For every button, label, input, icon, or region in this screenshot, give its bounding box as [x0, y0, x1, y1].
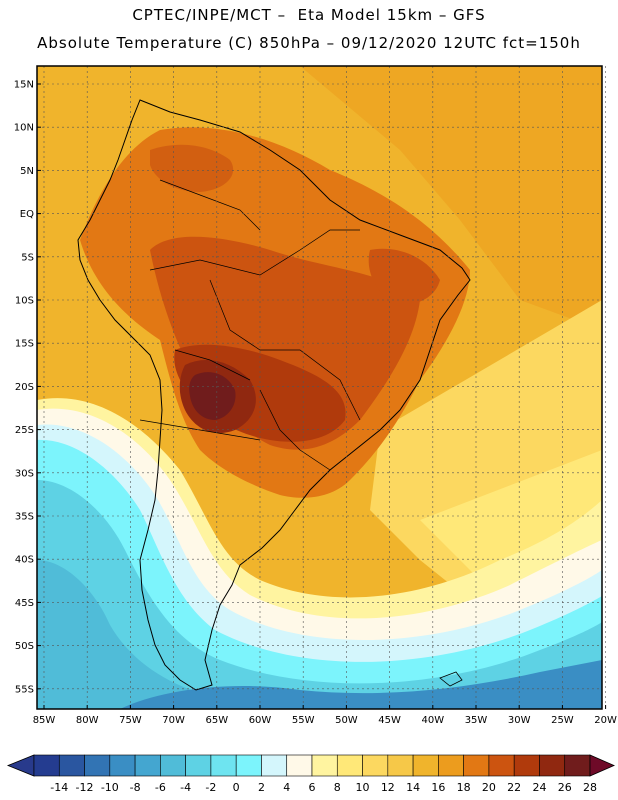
legend-swatch	[362, 754, 389, 777]
lon-label: 40W	[421, 715, 444, 726]
lat-label: 5S	[21, 252, 34, 263]
lon-label: 65W	[205, 715, 228, 726]
legend-tick-label: -4	[180, 781, 191, 794]
legend-tick-label: 16	[431, 781, 445, 794]
lat-label: EQ	[20, 209, 34, 220]
legend-tick-label: -6	[155, 781, 166, 794]
latitude-labels: 15N 10N 5N EQ 5S 10S 15S 20S 25S 30S 35S 40S 45S 50S 5…	[14, 80, 34, 696]
legend-swatch	[463, 754, 490, 777]
plot-frame	[36, 65, 603, 710]
coastline-south-america	[77, 99, 471, 691]
lon-label: 35W	[465, 715, 488, 726]
lon-label: 20W	[594, 715, 617, 726]
lon-label: 80W	[76, 715, 99, 726]
pacific-band	[37, 66, 100, 380]
lon-label: 70W	[162, 715, 185, 726]
lon-label: 45W	[378, 715, 401, 726]
legend-swatch	[235, 754, 262, 777]
legend-tick-label: -14	[50, 781, 68, 794]
lon-label: 75W	[119, 715, 142, 726]
cold-band-2	[37, 480, 602, 709]
legend-swatch	[58, 754, 85, 777]
legend-tick-label: -12	[76, 781, 94, 794]
color-legend-labels: -14 -12 -10 -8 -6 -4 -2 0 2 4 6 8 10 12 14 16 18 20 22 24 26…	[50, 781, 597, 794]
legend-swatch	[33, 754, 60, 777]
legend-tick-label: 20	[482, 781, 496, 794]
legend-swatch	[261, 754, 288, 777]
map-subtitle: Absolute Temperature (C) 850hPa – 09/12/…	[37, 34, 581, 52]
lat-label: 15S	[15, 339, 34, 350]
legend-swatch	[134, 754, 161, 777]
lat-label: 45S	[15, 598, 34, 609]
lat-label: 10N	[14, 123, 34, 134]
legend-tick-label: 6	[309, 781, 316, 794]
legend-swatch	[412, 754, 439, 777]
legend-tick-label: 2	[258, 781, 265, 794]
north-hot-spot	[150, 144, 234, 192]
legend-tick-label: 10	[356, 781, 370, 794]
legend-swatch	[438, 754, 464, 777]
lat-label: 25S	[15, 425, 34, 436]
northeast-hot-spot	[368, 248, 440, 304]
legend-swatch	[387, 754, 414, 777]
legend-tick-label: 18	[457, 781, 471, 794]
legend-swatch	[160, 754, 186, 777]
legend-swatch	[185, 754, 212, 777]
lat-label: 20S	[15, 382, 34, 393]
legend-swatch	[84, 754, 111, 777]
tropical-atlantic-band	[300, 66, 602, 330]
legend-tick-label: -8	[130, 781, 141, 794]
cold-band-4	[120, 660, 602, 709]
lat-label: 30S	[15, 468, 34, 479]
legend-under-arrow	[6, 754, 35, 777]
map-title: CPTEC/INPE/MCT – Eta Model 15km – GFS	[132, 6, 486, 24]
legend-tick-label: 28	[583, 781, 597, 794]
chaco-max	[189, 372, 236, 420]
lon-label: 85W	[33, 715, 56, 726]
legend-swatch	[210, 754, 237, 777]
legend-tick-label: 12	[381, 781, 395, 794]
lon-label: 50W	[335, 715, 358, 726]
longitude-labels: 85W 80W 75W 70W 65W 60W 55W 50W 45W 40W 35W 30W 25W 2…	[33, 715, 617, 726]
lon-label: 60W	[249, 715, 272, 726]
map-gridlines	[37, 66, 607, 709]
country-borders	[139, 179, 361, 471]
legend-swatch	[311, 754, 338, 777]
lat-label: 55S	[15, 684, 34, 695]
legend-tick-label: -2	[205, 781, 216, 794]
legend-swatch	[336, 754, 363, 777]
lat-label: 50S	[15, 641, 34, 652]
color-legend	[6, 754, 615, 777]
legend-tick-label: 0	[233, 781, 240, 794]
legend-swatch	[286, 754, 313, 777]
legend-tick-label: 26	[558, 781, 572, 794]
lat-label: 5N	[20, 166, 34, 177]
falkland-islands	[439, 671, 463, 687]
legend-swatch	[109, 754, 136, 777]
lon-label: 55W	[292, 715, 315, 726]
legend-over-arrow	[589, 754, 615, 777]
legend-tick-label: -10	[101, 781, 119, 794]
legend-tick-label: 4	[283, 781, 290, 794]
lat-label: 10S	[15, 296, 34, 307]
legend-tick-label: 22	[507, 781, 521, 794]
legend-swatch	[513, 754, 540, 777]
legend-tick-label: 8	[334, 781, 341, 794]
legend-tick-label: 14	[406, 781, 420, 794]
legend-swatch	[564, 754, 591, 777]
legend-tick-label: 24	[532, 781, 546, 794]
legend-swatch	[539, 754, 566, 777]
lon-label: 30W	[508, 715, 531, 726]
legend-swatch	[488, 754, 515, 777]
temperature-field	[37, 66, 602, 709]
lat-label: 15N	[14, 80, 34, 91]
lon-label: 25W	[551, 715, 574, 726]
lat-label: 35S	[15, 512, 34, 523]
lat-label: 40S	[15, 555, 34, 566]
